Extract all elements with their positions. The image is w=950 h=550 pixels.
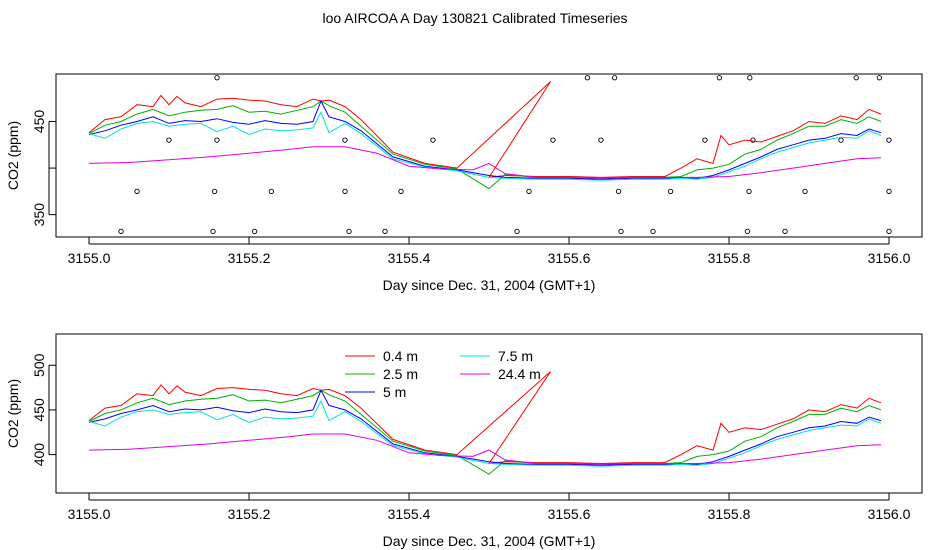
x-tick-label: 3155.4: [388, 506, 431, 522]
x-axis-label: Day since Dec. 31, 2004 (GMT+1): [383, 277, 596, 293]
y-tick-label: 350: [31, 203, 47, 227]
open-circle-marker: [747, 75, 753, 81]
open-circle-marker: [853, 75, 859, 81]
open-circle-marker: [702, 137, 708, 143]
series-line-24-4-m: [88, 146, 882, 179]
open-circle-marker: [346, 228, 352, 235]
open-circle-marker: [650, 228, 656, 235]
legend-label: 5 m: [383, 384, 406, 400]
y-tick-label: 450: [31, 398, 47, 422]
y-axis-label: CO2 (ppm): [5, 379, 21, 448]
open-circle-marker: [134, 188, 140, 195]
plot-frame: [55, 333, 923, 494]
legend: 0.4 m 2.5 m 5 m 7.5 m 24.4 m: [345, 348, 541, 400]
open-circle-marker: [550, 137, 556, 143]
open-circle-marker: [615, 188, 622, 195]
open-circle-marker: [251, 228, 258, 235]
open-circle-marker: [598, 137, 604, 143]
x-tick-label: 3155.2: [228, 250, 271, 266]
series-line-7-5-m: [88, 399, 882, 467]
x-tick-label: 3155.4: [388, 250, 431, 266]
open-circle-marker: [611, 75, 618, 81]
open-circle-marker: [118, 228, 124, 235]
open-circle-marker: [886, 228, 892, 235]
x-tick-label: 3155.8: [708, 506, 751, 522]
open-circle-marker: [166, 137, 172, 143]
page-title: loo AIRCOA A Day 130821 Calibrated Times…: [322, 10, 628, 26]
open-circle-marker: [210, 228, 216, 235]
x-tick-label: 3156.0: [868, 250, 911, 266]
x-tick-label: 3155.0: [68, 506, 111, 522]
open-circle-marker: [886, 188, 892, 195]
series-line-5-m: [88, 389, 882, 466]
open-circle-marker: [214, 137, 220, 143]
open-circle-marker: [876, 75, 883, 81]
series-line-24-4-m: [88, 433, 882, 465]
open-circle-marker: [744, 228, 751, 235]
open-circle-marker: [430, 137, 436, 143]
bottom-chart-panel: 3155.0 3155.2 3155.4 3155.6 3155.8 3156.0 Day …: [5, 333, 923, 549]
series-line-0-4-m: [88, 371, 882, 465]
x-tick-label: 3156.0: [868, 506, 911, 522]
plot-frame: [55, 73, 923, 238]
y-axis-label: CO2 (ppm): [5, 121, 21, 190]
open-circle-marker: [782, 228, 788, 235]
legend-label: 24.4 m: [498, 366, 541, 382]
open-circle-marker: [746, 188, 752, 195]
legend-label: 7.5 m: [498, 348, 533, 364]
series-line-2-5-m: [88, 100, 882, 190]
x-tick-label: 3155.6: [548, 506, 591, 522]
x-axis-label: Day since Dec. 31, 2004 (GMT+1): [383, 533, 596, 549]
legend-label: 2.5 m: [383, 366, 418, 382]
open-circle-marker: [886, 137, 892, 143]
open-circle-marker: [716, 75, 723, 81]
x-tick-label: 3155.6: [548, 250, 591, 266]
open-circle-marker: [514, 228, 520, 235]
open-circle-marker: [382, 228, 388, 235]
open-circle-marker: [342, 188, 348, 195]
y-tick-label: 400: [31, 443, 47, 467]
x-tick-label: 3155.8: [708, 250, 751, 266]
open-circle-marker: [584, 75, 591, 81]
open-circle-marker: [214, 75, 220, 81]
legend-label: 0.4 m: [383, 348, 418, 364]
open-circle-marker: [526, 188, 532, 195]
top-chart-panel: 3155.0 3155.2 3155.4 3155.6 3155.8 3156.0 Day …: [5, 73, 923, 293]
open-circle-marker: [342, 137, 348, 143]
open-circle-marker: [838, 137, 844, 143]
open-circle-marker: [750, 137, 756, 143]
open-circle-marker: [398, 188, 404, 195]
series-line-5-m: [88, 99, 882, 180]
series-line-0-4-m: [88, 81, 882, 179]
series-line-2-5-m: [88, 389, 882, 475]
x-tick-label: 3155.0: [68, 250, 111, 266]
open-circle-marker: [618, 228, 624, 235]
x-tick-label: 3155.2: [228, 506, 271, 522]
open-circle-marker: [211, 188, 218, 195]
y-tick-label: 450: [31, 110, 47, 134]
open-circle-marker: [802, 188, 808, 195]
series-line-7-5-m: [88, 110, 882, 181]
y-tick-label: 500: [31, 353, 47, 377]
open-circle-marker: [268, 188, 275, 195]
open-circle-marker: [667, 188, 674, 195]
